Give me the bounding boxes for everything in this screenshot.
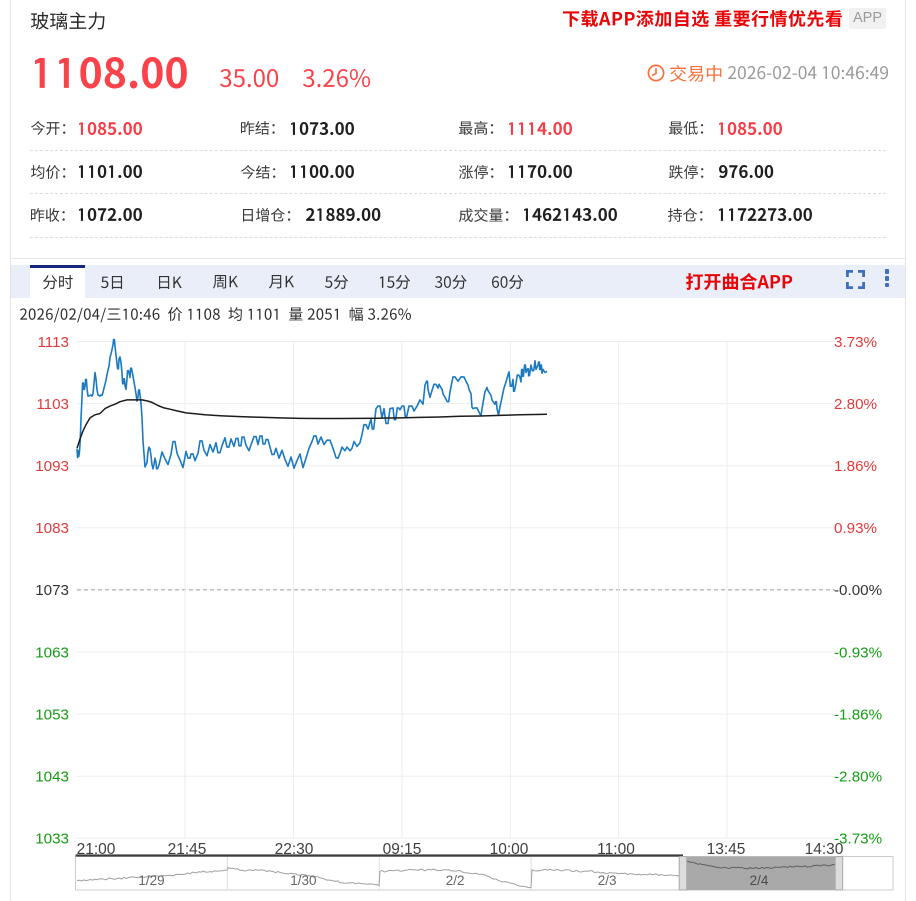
svg-text:1053: 1053 — [35, 706, 69, 723]
svg-text:13:45: 13:45 — [707, 841, 746, 858]
svg-text:2/4: 2/4 — [750, 873, 769, 888]
svg-text:1/29: 1/29 — [138, 873, 164, 888]
svg-text:-1.86%: -1.86% — [834, 706, 882, 723]
svg-text:1073: 1073 — [35, 582, 69, 599]
svg-text:1083: 1083 — [35, 520, 69, 537]
svg-text:-0.00%: -0.00% — [834, 582, 882, 599]
svg-text:1103: 1103 — [36, 396, 69, 413]
svg-text:09:15: 09:15 — [383, 841, 422, 858]
svg-text:2/3: 2/3 — [598, 873, 617, 888]
svg-text:1/30: 1/30 — [290, 873, 316, 888]
svg-text:-2.80%: -2.80% — [834, 769, 882, 786]
svg-text:3.73%: 3.73% — [834, 334, 877, 351]
svg-text:1093: 1093 — [35, 458, 69, 475]
svg-text:11:00: 11:00 — [597, 841, 635, 858]
svg-text:21:45: 21:45 — [168, 841, 207, 858]
svg-text:2.80%: 2.80% — [834, 396, 877, 413]
svg-text:10:00: 10:00 — [490, 841, 529, 858]
svg-text:-3.73%: -3.73% — [834, 831, 882, 848]
svg-text:2/2: 2/2 — [446, 873, 465, 888]
svg-text:22:30: 22:30 — [275, 841, 314, 858]
svg-text:-0.93%: -0.93% — [834, 644, 882, 661]
svg-text:0.93%: 0.93% — [834, 520, 877, 537]
svg-text:14:30: 14:30 — [805, 841, 844, 858]
svg-text:21:00: 21:00 — [77, 841, 116, 858]
svg-text:1063: 1063 — [35, 644, 69, 661]
svg-text:1113: 1113 — [37, 334, 69, 351]
svg-text:1043: 1043 — [35, 769, 69, 786]
svg-text:1.86%: 1.86% — [834, 458, 877, 475]
svg-text:1033: 1033 — [35, 831, 69, 848]
